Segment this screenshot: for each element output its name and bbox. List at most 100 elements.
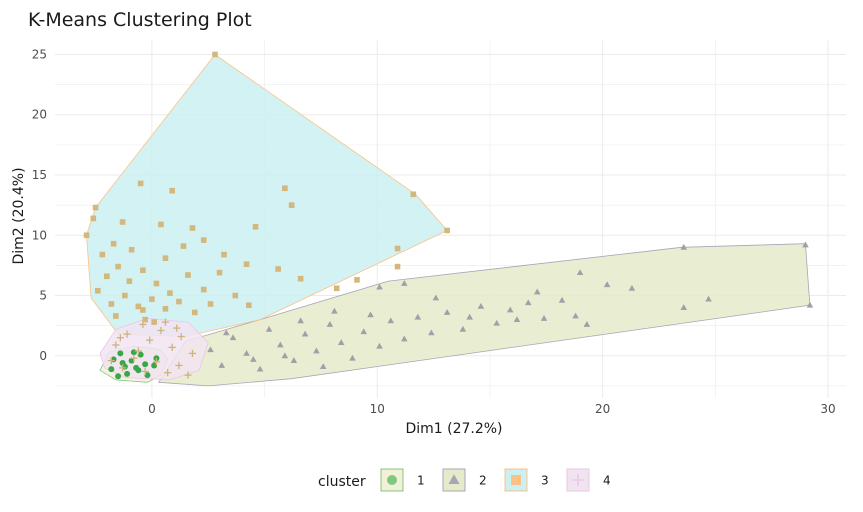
cluster-3-point xyxy=(191,309,198,316)
cluster-4-point xyxy=(173,324,181,332)
cluster-2-point xyxy=(277,341,284,348)
cluster-2-point xyxy=(428,329,435,336)
tick-layer: 0 10 20 30 0 5 10 15 20 25 xyxy=(32,47,836,416)
cluster-1-point xyxy=(115,373,122,380)
y-axis-title: Dim2 (20.4%) xyxy=(11,167,27,264)
cluster-2-point xyxy=(290,357,298,364)
cluster-3-point xyxy=(92,204,99,211)
cluster-2-point xyxy=(301,330,309,337)
cluster-2-point xyxy=(524,299,532,306)
y-tick-label: 15 xyxy=(32,168,47,182)
cluster-4-point xyxy=(134,347,142,355)
cluster-1-point xyxy=(142,361,149,368)
cluster-4-point xyxy=(130,354,138,362)
cluster-2-point xyxy=(401,280,408,286)
cluster-4-point xyxy=(139,320,147,329)
cluster-2-point xyxy=(477,302,485,309)
y-tick-label: 10 xyxy=(32,228,47,242)
cluster-3-point xyxy=(246,302,252,308)
cluster-2-point xyxy=(533,288,541,295)
cluster-1-point xyxy=(144,372,151,379)
cluster-2-point xyxy=(376,342,383,349)
cluster-4-point xyxy=(168,343,176,351)
cluster-2-point xyxy=(243,349,250,356)
cluster-2-point xyxy=(367,311,374,318)
cluster-3-point xyxy=(221,251,227,258)
cluster-3-point xyxy=(282,185,288,192)
cluster-3-point xyxy=(275,266,281,272)
cluster-1-point xyxy=(130,349,137,356)
legend-title: cluster xyxy=(318,474,366,490)
cluster-3-point xyxy=(200,237,207,243)
cluster-4-point xyxy=(107,357,115,365)
cluster-2-point xyxy=(540,314,548,321)
cluster-3-point xyxy=(444,227,450,234)
cluster-3-point xyxy=(410,191,417,198)
cluster-1-point xyxy=(151,362,158,369)
cluster-4-point xyxy=(116,334,124,342)
cluster-4-point xyxy=(161,318,170,326)
cluster-2-point xyxy=(326,321,334,327)
cluster-1-point xyxy=(124,370,131,377)
cluster-1-point xyxy=(119,360,126,367)
cluster-3-point xyxy=(200,286,207,293)
cluster-3-point xyxy=(216,269,223,276)
cluster-3-point xyxy=(243,261,250,268)
x-tick-label: 0 xyxy=(148,402,156,416)
cluster-2-point xyxy=(376,283,383,290)
cluster-3-point xyxy=(394,245,401,252)
cluster-1-point xyxy=(137,351,144,358)
legend-item-2: 2 xyxy=(442,468,487,492)
cluster-3-point xyxy=(122,292,128,299)
x-tick-label: 30 xyxy=(820,402,835,416)
cluster-2-hull xyxy=(157,243,811,387)
cluster-2-point xyxy=(313,347,320,354)
cluster-2-point xyxy=(802,241,809,248)
cluster-2-point xyxy=(281,352,289,359)
cluster-3-point xyxy=(158,221,164,228)
cluster-3-point xyxy=(162,306,169,312)
cluster-2-point xyxy=(250,355,257,362)
cluster-3-point xyxy=(162,255,169,261)
cluster-2-point xyxy=(229,334,237,341)
legend-items: 1 2 3 4 xyxy=(380,468,611,492)
cluster-2-point xyxy=(297,317,304,324)
cluster-2-point xyxy=(218,362,226,368)
cluster-3-point xyxy=(90,215,97,222)
y-tick-label: 20 xyxy=(32,108,47,122)
cluster-4-point xyxy=(123,330,131,338)
cluster-4-point xyxy=(188,349,197,358)
cluster-2-point xyxy=(576,269,584,276)
cluster-3-point xyxy=(176,298,182,305)
cluster-3-point xyxy=(151,319,157,325)
y-tick-label: 0 xyxy=(39,349,47,363)
cluster-3-point xyxy=(108,301,115,307)
cluster-3-point xyxy=(185,272,191,278)
cluster-4-point xyxy=(175,361,183,370)
cluster-2-point xyxy=(583,321,591,327)
cluster-4-point xyxy=(184,371,192,379)
cluster-1-point xyxy=(133,364,140,371)
cluster-2-point xyxy=(207,346,214,353)
cluster-3-point xyxy=(128,246,135,253)
cluster-3-hull xyxy=(86,53,448,337)
legend-square-icon xyxy=(511,475,521,485)
cluster-3-point xyxy=(115,263,121,270)
cluster-4-point xyxy=(146,336,154,344)
cluster-4-point xyxy=(141,367,149,376)
cluster-2-point xyxy=(360,328,368,335)
cluster-2-point xyxy=(414,313,422,320)
cluster-1-point xyxy=(117,350,124,357)
cluster-3-point xyxy=(333,285,340,292)
cluster-3-point xyxy=(252,224,259,230)
cluster-3-point xyxy=(212,51,218,58)
cluster-2-point xyxy=(265,325,273,332)
cluster-3-point xyxy=(354,277,360,283)
y-tick-label: 25 xyxy=(32,47,47,61)
cluster-3-point xyxy=(149,296,155,302)
cluster-2-point xyxy=(387,317,395,324)
cluster-3-point xyxy=(113,313,119,319)
legend-cross-icon xyxy=(572,474,584,486)
cluster-2-point xyxy=(603,281,611,288)
